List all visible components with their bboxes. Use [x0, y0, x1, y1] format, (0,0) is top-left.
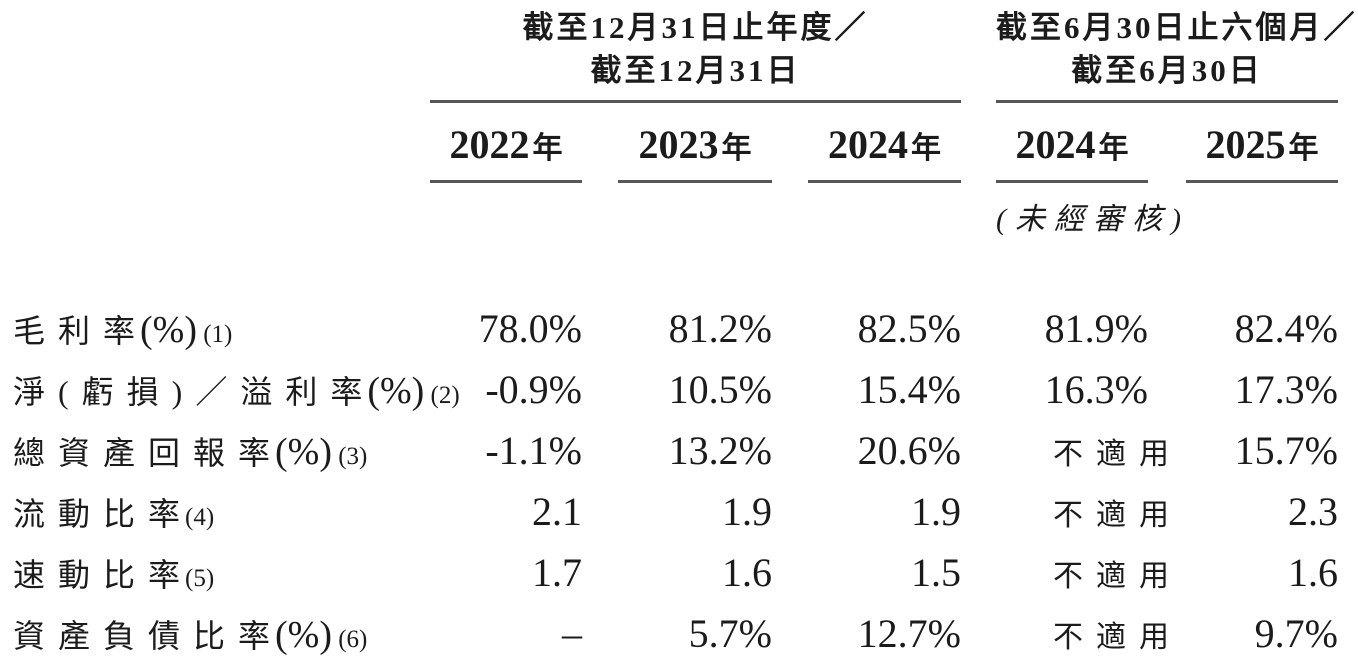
metric-value: 17.3%	[1234, 367, 1338, 412]
metric-value: 78.0%	[478, 306, 582, 351]
footnote-marker: (5)	[185, 565, 215, 592]
period-group-annual: 截至12月31日止年度／ 截至12月31日	[430, 0, 961, 103]
metric-value: 82.4%	[1234, 306, 1338, 351]
metric-value: 1.9	[722, 489, 772, 534]
header-body-gap	[0, 240, 1358, 301]
metric-value: 82.5%	[857, 306, 961, 351]
metric-value: 1.6	[722, 550, 772, 595]
metric-value: 81.9%	[1044, 306, 1148, 351]
metric-value: 9.7%	[1254, 611, 1338, 656]
metric-value: –	[562, 611, 582, 656]
metric-value: 16.3%	[1044, 367, 1148, 412]
metric-value: 5.7%	[688, 611, 772, 656]
year-column-2025-interim: 2025 年	[1186, 103, 1338, 183]
metric-value: 10.5%	[668, 367, 772, 412]
metric-value: 12.7%	[857, 611, 961, 656]
metric-value: 1.5	[911, 550, 961, 595]
metric-value: 不適用	[1053, 560, 1182, 593]
table-row-quick-ratio: 速動比率(5) 1.7 1.6 1.5 不適用 1.6	[0, 545, 1358, 606]
unaudited-note-row: (未經審核)	[0, 183, 1358, 240]
period-group-interim: 截至6月30日止六個月／ 截至6月30日	[996, 0, 1358, 103]
period-group-header-row: 截至12月31日止年度／ 截至12月31日 截至6月30日止六個月／ 截至6月30日	[0, 0, 1358, 103]
metric-value: 13.2%	[668, 428, 772, 473]
metric-value: 2.1	[532, 489, 582, 534]
row-label: 總資產回報率(%) (3)	[13, 431, 368, 473]
period-group-interim-line2: 截至6月30日	[1071, 53, 1263, 88]
table-row-return-on-assets: 總資產回報率(%) (3) -1.1% 13.2% 20.6% 不適用 15.7…	[0, 423, 1358, 484]
table-row-gearing-ratio: 資產負債比率(%) (6) – 5.7% 12.7% 不適用 9.7%	[0, 606, 1358, 667]
metric-value: 不適用	[1053, 499, 1182, 532]
metric-value: 不適用	[1053, 621, 1182, 654]
row-label: 資產負債比率(%) (6)	[13, 614, 368, 656]
footnote-marker: (3)	[331, 443, 368, 470]
footnote-marker: (2)	[424, 382, 460, 409]
table-row-current-ratio: 流動比率(4) 2.1 1.9 1.9 不適用 2.3	[0, 484, 1358, 545]
footnote-marker: (4)	[185, 504, 215, 531]
metric-value: 81.2%	[668, 306, 772, 351]
metric-value: 1.9	[911, 489, 961, 534]
table-row-gross-margin: 毛利率(%) (1) 78.0% 81.2% 82.5% 81.9% 82.4%	[0, 301, 1358, 362]
period-group-annual-line2: 截至12月31日	[590, 53, 801, 88]
metric-value: 1.7	[532, 550, 582, 595]
period-group-interim-line1: 截至6月30日止六個月／	[996, 10, 1358, 45]
period-group-annual-line1: 截至12月31日止年度／	[522, 10, 869, 45]
metric-value: 2.3	[1288, 489, 1338, 534]
footnote-marker: (1)	[196, 321, 233, 348]
metric-value: 20.6%	[857, 428, 961, 473]
metric-value: 15.7%	[1234, 428, 1338, 473]
row-label: 毛利率(%) (1)	[13, 309, 233, 351]
footnote-marker: (6)	[331, 626, 368, 653]
metric-value: 不適用	[1053, 438, 1182, 471]
unaudited-note: (未經審核)	[996, 203, 1190, 236]
metric-value: 1.6	[1288, 550, 1338, 595]
year-column-2024-interim: 2024 年	[996, 103, 1148, 183]
row-label: 速動比率(5)	[13, 557, 215, 593]
year-column-2024: 2024 年	[808, 103, 961, 183]
metric-value: -1.1%	[485, 428, 582, 473]
metric-value: -0.9%	[485, 367, 582, 412]
year-column-2022: 2022 年	[430, 103, 582, 183]
metric-value: 15.4%	[857, 367, 961, 412]
year-column-2023: 2023 年	[618, 103, 772, 183]
row-label: 淨(虧損)／溢利率(%) (2)	[13, 370, 460, 412]
table-row-net-margin: 淨(虧損)／溢利率(%) (2) -0.9% 10.5% 15.4% 16.3%…	[0, 362, 1358, 423]
row-label: 流動比率(4)	[13, 496, 215, 532]
year-header-row: 2022 年 2023 年 2024 年 2024 年 2025 年	[0, 103, 1358, 183]
